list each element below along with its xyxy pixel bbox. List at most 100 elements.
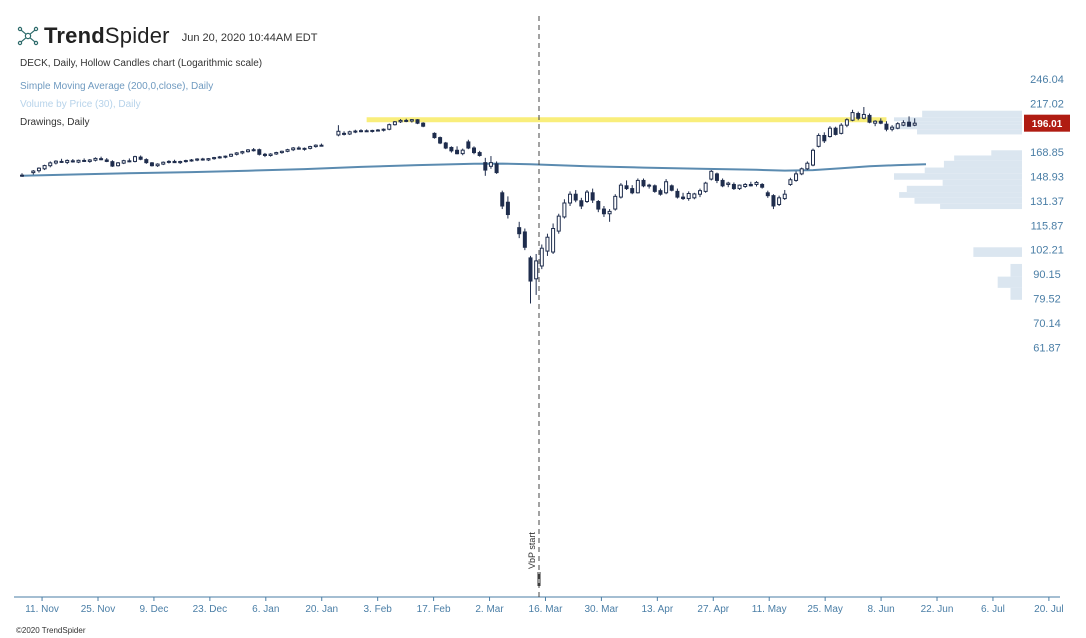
trendspider-logo-icon xyxy=(17,26,39,46)
x-axis: 11. Nov 25. Nov 9. Dec 23. Dec 6. Jan 20. Jan… xyxy=(25,597,1064,615)
x-tick-label: 20. Jul xyxy=(1034,604,1063,615)
candle xyxy=(240,150,245,155)
candles-layer xyxy=(20,107,917,304)
candle-body xyxy=(743,183,748,188)
candle xyxy=(93,157,98,162)
candle-body xyxy=(782,193,787,200)
candle-body xyxy=(65,159,70,163)
candle xyxy=(754,181,759,187)
candle-body xyxy=(466,141,471,149)
candle-body xyxy=(867,114,872,123)
candle-body xyxy=(274,152,279,155)
candle-body xyxy=(539,247,544,267)
volume-by-price-layer xyxy=(894,110,1022,300)
candle-body xyxy=(601,208,606,215)
sma-legend[interactable]: Simple Moving Average (200,0,close), Dai… xyxy=(20,81,214,92)
candle xyxy=(223,155,228,159)
candle-body xyxy=(647,184,652,187)
candle xyxy=(760,183,765,189)
candle-body xyxy=(302,147,307,150)
candle-body xyxy=(409,119,414,122)
candle-body xyxy=(765,192,770,197)
candle-body xyxy=(771,195,776,207)
candle xyxy=(867,113,872,124)
candle-body xyxy=(234,152,239,155)
candle-body xyxy=(545,236,550,252)
last-price-badge: 196.01 xyxy=(1024,114,1070,132)
candle xyxy=(342,131,347,136)
candle-body xyxy=(240,151,245,154)
vbp-legend[interactable]: Volume by Price (30), Daily xyxy=(20,99,141,110)
candle-body xyxy=(455,149,460,155)
vbp-start-handle[interactable] xyxy=(537,572,541,586)
candle-body xyxy=(189,159,194,162)
copyright-notice: ©2020 TrendSpider xyxy=(16,626,86,635)
candle-body xyxy=(110,161,115,167)
y-tick-label: 79.52 xyxy=(1033,294,1061,306)
candle-body xyxy=(291,147,296,151)
candle-body xyxy=(777,197,782,205)
candle xyxy=(257,148,262,156)
candle-body xyxy=(472,147,476,154)
vbp-bar xyxy=(940,203,1022,210)
candle-body xyxy=(31,170,36,174)
candle xyxy=(573,189,578,203)
candle-body xyxy=(579,200,584,207)
candle xyxy=(607,209,612,222)
candle-body xyxy=(138,156,143,160)
candle xyxy=(613,194,618,211)
candle xyxy=(884,121,889,132)
x-tick-label: 11. Nov xyxy=(25,604,59,615)
candle xyxy=(133,155,137,163)
candle xyxy=(822,132,827,144)
candle-body xyxy=(387,124,392,130)
last-price-box xyxy=(1024,114,1070,132)
candle-body xyxy=(483,162,488,171)
candle-body xyxy=(669,185,674,191)
x-tick-label: 11. May xyxy=(752,604,787,615)
y-axis: 246.04 217.02 168.85 148.93 131.37 115.87 102.… xyxy=(1030,74,1064,354)
candle xyxy=(172,159,177,164)
x-tick-label: 22. Jun xyxy=(921,604,954,615)
candle-body xyxy=(359,130,363,133)
candle xyxy=(794,171,799,182)
candle-body xyxy=(861,113,866,119)
candle-body xyxy=(805,162,810,170)
candle xyxy=(353,129,358,134)
candle xyxy=(274,151,279,155)
vbp-bar xyxy=(942,179,1022,186)
candle xyxy=(234,152,239,156)
candle xyxy=(839,123,844,135)
candle xyxy=(895,122,900,130)
candle-body xyxy=(392,121,397,126)
candle-body xyxy=(144,159,149,164)
candle-body xyxy=(415,119,420,124)
vbp-bar xyxy=(894,124,1022,130)
candle xyxy=(296,146,301,150)
resistance-highlight-layer xyxy=(366,117,887,123)
candle-body xyxy=(505,201,510,216)
candle xyxy=(534,253,539,295)
candle-body xyxy=(500,192,505,207)
candle-body xyxy=(195,158,200,161)
candle xyxy=(816,133,821,148)
candle-body xyxy=(720,179,725,187)
candle-body xyxy=(562,202,567,218)
candle-body xyxy=(296,147,301,150)
candle xyxy=(438,136,443,145)
candle-body xyxy=(912,122,917,126)
candle xyxy=(359,129,363,133)
candle-body xyxy=(116,162,121,167)
candle xyxy=(381,128,386,132)
x-tick-label: 25. Nov xyxy=(81,604,115,615)
candle-body xyxy=(658,190,663,195)
vbp-bar xyxy=(894,173,1022,180)
candle-body xyxy=(404,119,409,122)
candle xyxy=(500,190,505,210)
vbp-bar xyxy=(902,121,1022,125)
drawings-legend[interactable]: Drawings, Daily xyxy=(20,117,90,128)
candle-body xyxy=(438,137,443,144)
y-tick-label: 90.15 xyxy=(1033,269,1061,281)
candle-body xyxy=(748,183,753,187)
